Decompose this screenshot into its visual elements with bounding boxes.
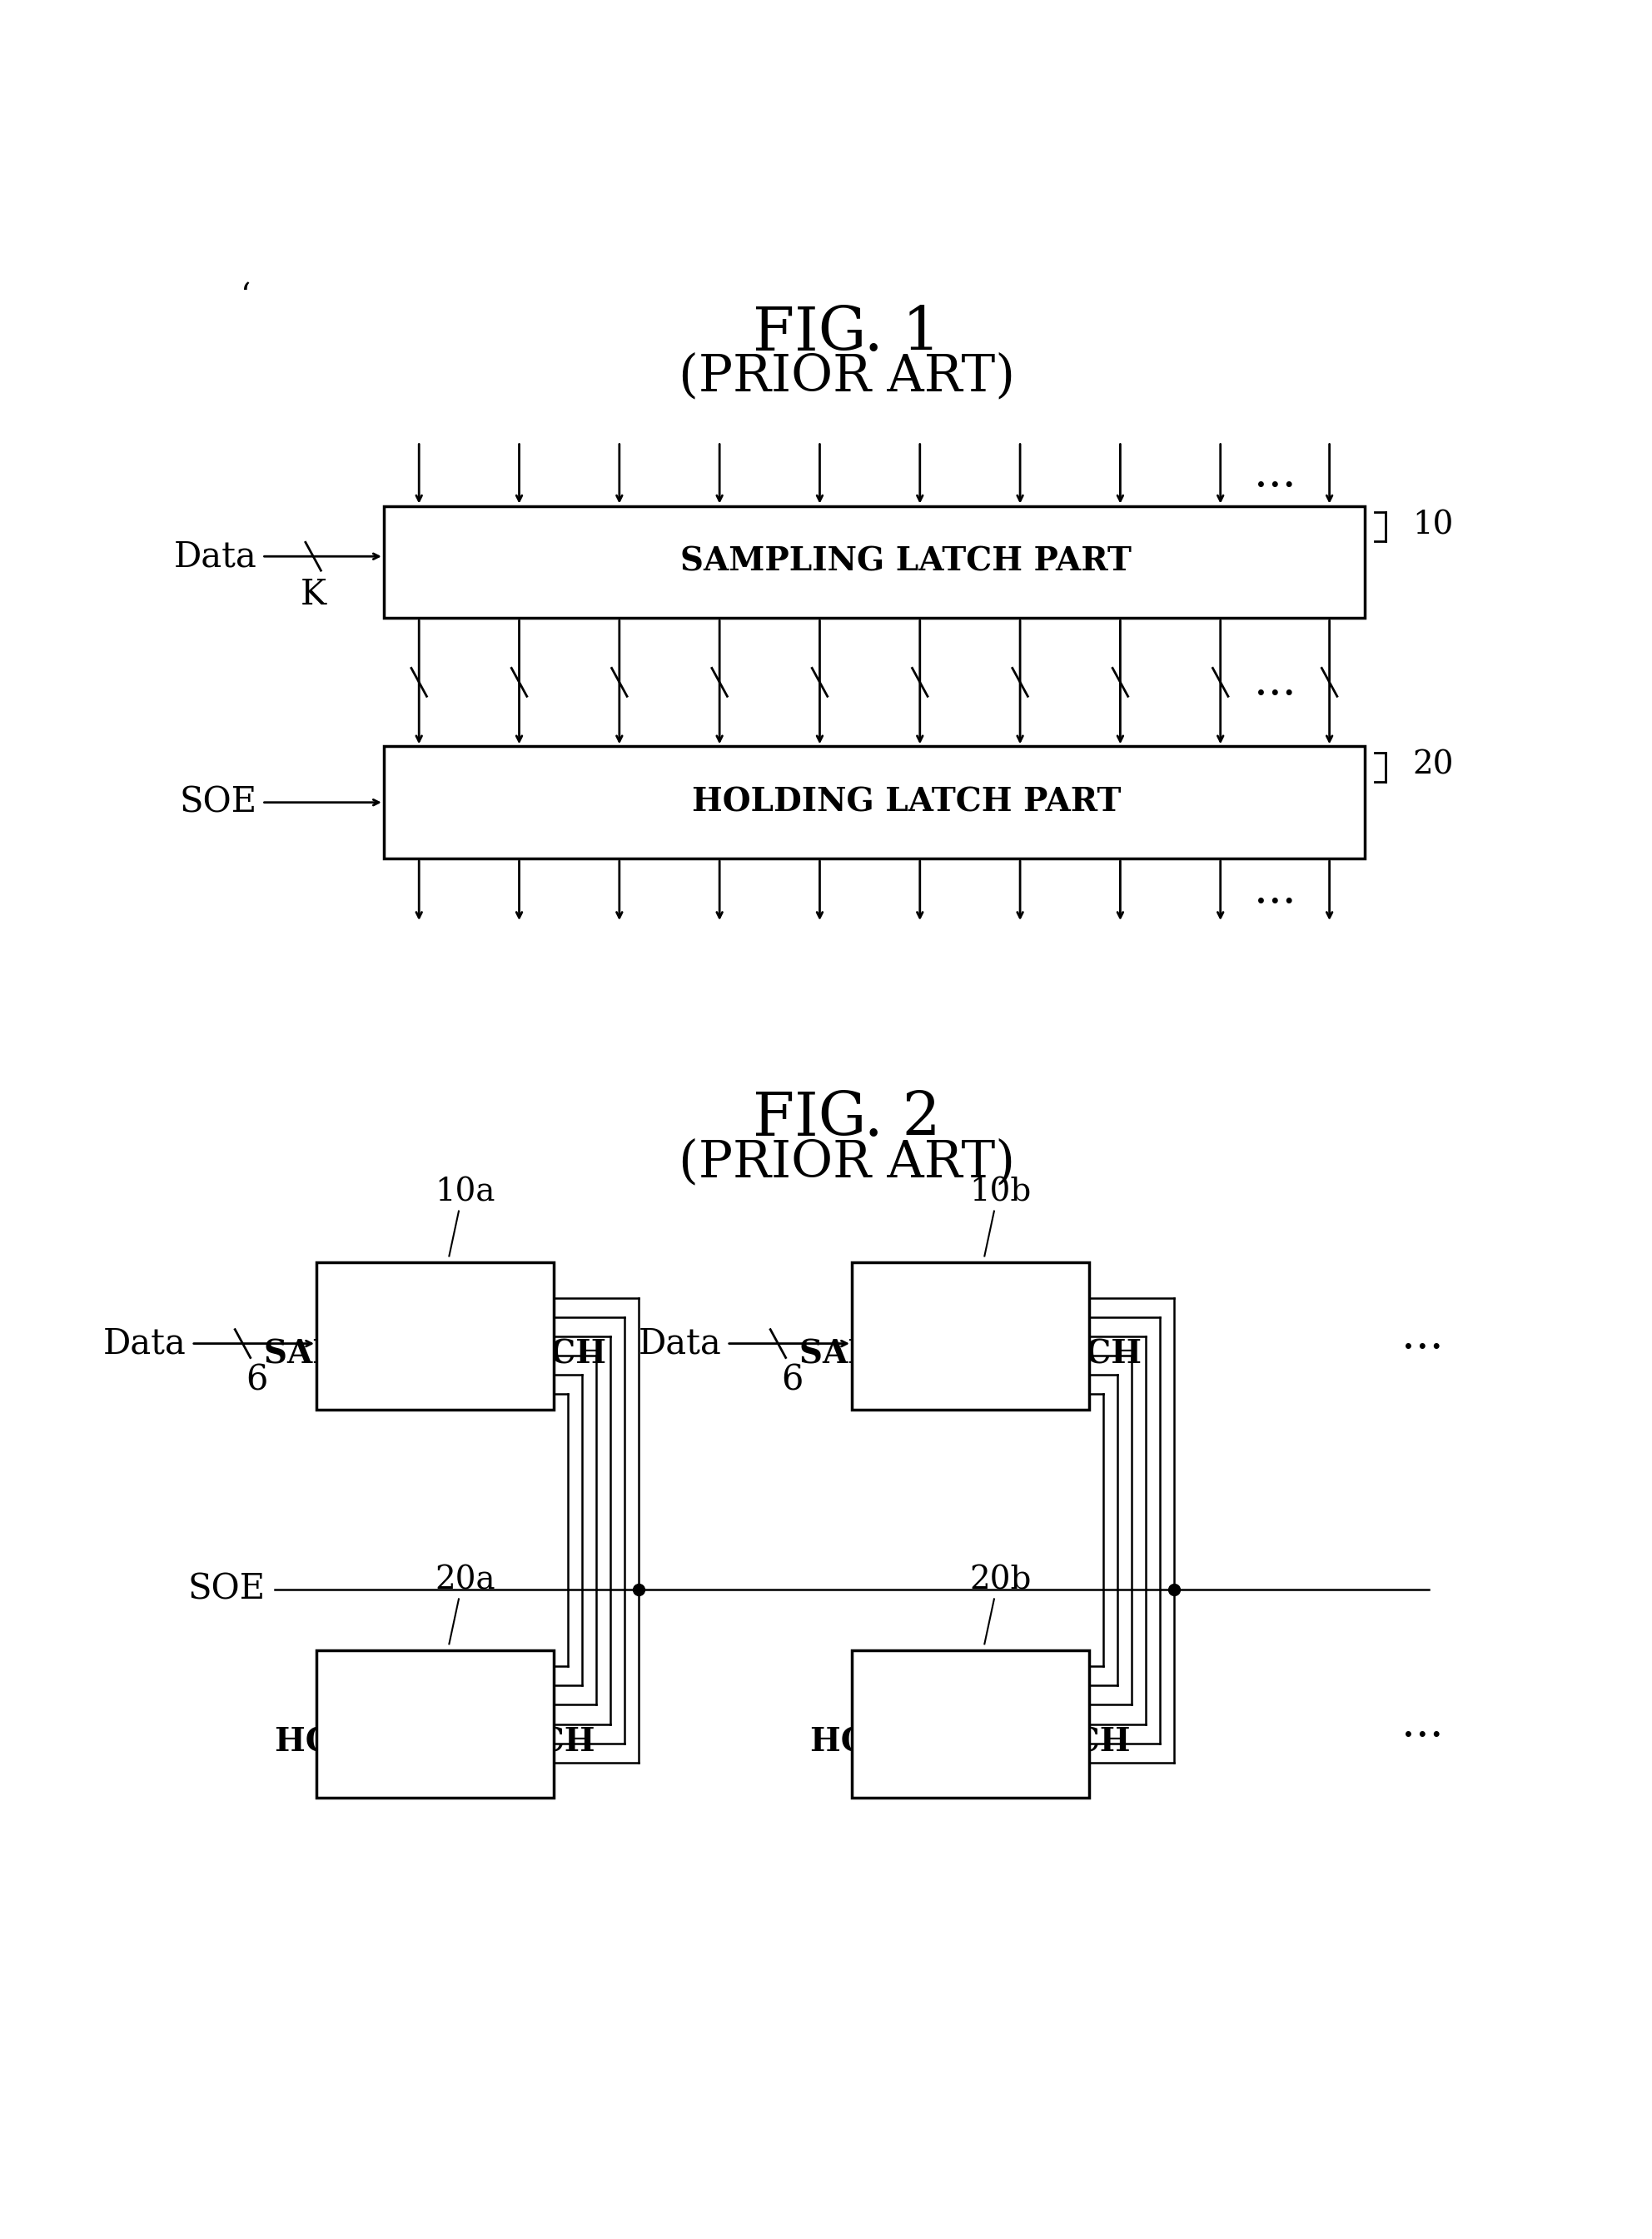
Text: 20b: 20b xyxy=(970,1565,1031,1596)
Text: ...: ... xyxy=(1401,1704,1444,1746)
Text: Data: Data xyxy=(102,1325,187,1361)
Text: HOLDING LATCH PART: HOLDING LATCH PART xyxy=(692,786,1120,817)
Text: 10a: 10a xyxy=(434,1178,496,1209)
Text: 20: 20 xyxy=(1412,750,1454,781)
Bar xyxy=(852,1650,1089,1798)
Text: 6: 6 xyxy=(781,1364,803,1397)
Text: 6bit
SAMPLING LATCH: 6bit SAMPLING LATCH xyxy=(264,1303,606,1370)
Bar xyxy=(317,1650,553,1798)
Text: 10: 10 xyxy=(1412,510,1454,540)
Text: SAMPLING LATCH PART: SAMPLING LATCH PART xyxy=(681,546,1132,578)
Bar xyxy=(383,746,1365,858)
Text: 6bit
HOLDING LATCH: 6bit HOLDING LATCH xyxy=(811,1690,1130,1758)
Text: ...: ... xyxy=(1254,661,1297,703)
Text: (PRIOR ART): (PRIOR ART) xyxy=(679,352,1014,403)
Text: 6: 6 xyxy=(246,1364,268,1397)
Text: SOE: SOE xyxy=(180,786,256,819)
Text: Data: Data xyxy=(639,1325,722,1361)
Text: FIG. 1: FIG. 1 xyxy=(753,305,940,363)
Text: Data: Data xyxy=(173,540,256,573)
Bar xyxy=(317,1263,553,1411)
Text: ...: ... xyxy=(1401,1314,1444,1357)
Text: (PRIOR ART): (PRIOR ART) xyxy=(679,1137,1014,1187)
Text: ...: ... xyxy=(1254,869,1297,911)
Text: 10b: 10b xyxy=(970,1178,1031,1209)
Text: 6bit
SAMPLING LATCH: 6bit SAMPLING LATCH xyxy=(800,1303,1142,1370)
Text: 6bit
HOLDING LATCH: 6bit HOLDING LATCH xyxy=(274,1690,595,1758)
Text: ‘: ‘ xyxy=(241,282,251,313)
Bar xyxy=(383,506,1365,618)
Text: SOE: SOE xyxy=(188,1572,264,1608)
Text: 20a: 20a xyxy=(434,1565,496,1596)
Bar xyxy=(852,1263,1089,1411)
Text: FIG. 2: FIG. 2 xyxy=(753,1090,940,1149)
Text: ...: ... xyxy=(1254,452,1297,495)
Text: K: K xyxy=(301,578,325,611)
